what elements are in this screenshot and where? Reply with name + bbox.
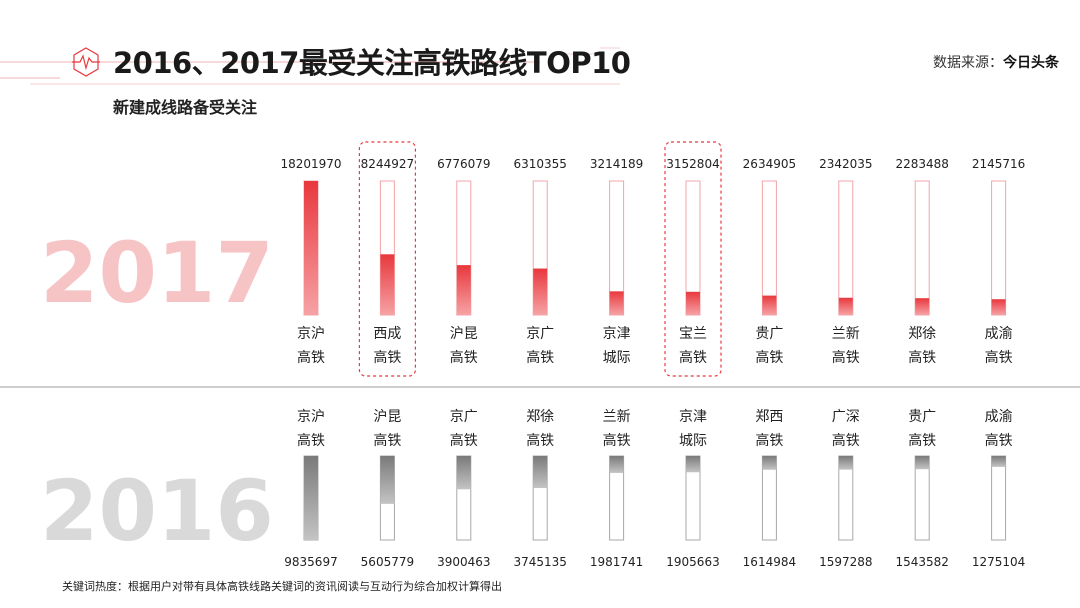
- category-label-2016: 京津: [679, 409, 707, 425]
- bar-2016: [609, 456, 624, 473]
- category-label-2016: 高铁: [832, 432, 860, 449]
- value-label-2016: 1275104: [972, 555, 1025, 569]
- bar-2017: [915, 298, 930, 315]
- category-label-2017: 京沪: [297, 326, 325, 342]
- value-label-2017: 2342035: [819, 157, 872, 171]
- year-label-2016: 2016: [40, 462, 274, 560]
- category-label-2016: 高铁: [373, 432, 401, 449]
- highlight-box: [664, 141, 722, 377]
- bar-2016: [380, 456, 395, 504]
- category-label-2017: 成渝: [985, 326, 1013, 342]
- category-label-2017: 高铁: [755, 349, 783, 366]
- bar-track-2016: [991, 455, 1007, 541]
- bar-2016: [456, 456, 471, 490]
- category-label-2017: 城际: [603, 350, 631, 366]
- bar-track-2017: [838, 180, 854, 316]
- category-label-2016: 高铁: [908, 432, 936, 449]
- category-label-2017: 西成: [373, 326, 401, 342]
- category-label-2017: 京津: [603, 326, 631, 342]
- value-label-2016: 9835697: [284, 555, 337, 569]
- value-label-2017: 18201970: [280, 157, 341, 171]
- category-label-2017: 高铁: [450, 349, 478, 366]
- category-label-2016: 高铁: [603, 432, 631, 449]
- value-label-2016: 1597288: [819, 555, 872, 569]
- category-label-2017: 宝兰: [679, 326, 707, 342]
- category-label-2016: 兰新: [603, 409, 631, 425]
- value-label-2017: 6310355: [513, 157, 566, 171]
- value-label-2016: 3745135: [513, 555, 566, 569]
- category-label-2016: 高铁: [526, 432, 554, 449]
- value-label-2016: 1905663: [666, 555, 719, 569]
- value-label-2016: 1543582: [895, 555, 948, 569]
- bar-2017: [762, 295, 777, 315]
- bar-track-2017: [761, 180, 777, 316]
- bar-2017: [686, 291, 700, 315]
- bar-2017: [380, 254, 395, 315]
- header-decoration: [0, 47, 620, 85]
- data-source-label: 数据来源：: [933, 55, 1003, 71]
- bar-track-2017: [914, 180, 930, 316]
- bar-2017: [838, 297, 853, 315]
- value-label-2017: 3214189: [590, 157, 643, 171]
- bar-2017: [304, 181, 318, 315]
- footnote: 关键词热度：根据用户对带有具体高铁线路关键词的资讯阅读与互动行为综合加权计算得出: [62, 580, 502, 593]
- page-subtitle: 新建成线路备受关注: [113, 98, 258, 117]
- page-title: 2016、2017最受关注高铁路线TOP10: [113, 46, 631, 80]
- value-label-2017: 8244927: [361, 157, 414, 171]
- category-label-2016: 高铁: [450, 432, 478, 449]
- bar-2016: [991, 456, 1006, 467]
- bar-2016: [304, 456, 318, 540]
- bar-2016: [686, 456, 700, 473]
- value-label-2017: 2145716: [972, 157, 1025, 171]
- category-label-2016: 成渝: [985, 409, 1013, 425]
- value-label-2017: 2283488: [895, 157, 948, 171]
- category-label-2017: 高铁: [297, 349, 325, 366]
- category-label-2017: 兰新: [832, 326, 860, 342]
- category-label-2016: 高铁: [755, 432, 783, 449]
- value-label-2016: 3900463: [437, 555, 490, 569]
- bar-2017: [609, 291, 624, 315]
- category-label-2016: 郑西: [755, 409, 783, 425]
- category-label-2017: 沪昆: [450, 326, 478, 342]
- category-label-2016: 京沪: [297, 409, 325, 425]
- bar-2016: [838, 456, 853, 470]
- category-label-2017: 高铁: [373, 349, 401, 366]
- category-label-2016: 京广: [450, 409, 478, 425]
- category-label-2016: 贵广: [908, 409, 936, 425]
- value-label-2016: 5605779: [361, 555, 414, 569]
- bar-2016: [533, 456, 548, 488]
- category-label-2017: 郑徐: [908, 326, 936, 342]
- data-source-name: 今日头条: [1003, 55, 1059, 71]
- category-label-2017: 京广: [526, 326, 554, 342]
- bar-2016: [762, 456, 777, 470]
- category-label-2017: 高铁: [526, 349, 554, 366]
- category-label-2016: 广深: [832, 409, 860, 425]
- category-label-2017: 贵广: [755, 326, 783, 342]
- value-label-2016: 1614984: [743, 555, 796, 569]
- value-label-2016: 1981741: [590, 555, 643, 569]
- bar-2016: [915, 456, 930, 470]
- bar-2017: [533, 268, 548, 315]
- category-label-2016: 沪昆: [373, 409, 401, 425]
- year-label-2017: 2017: [40, 224, 274, 322]
- highlight-box: [358, 141, 416, 377]
- category-label-2016: 高铁: [985, 432, 1013, 449]
- bar-track-2017: [991, 180, 1007, 316]
- category-label-2017: 高铁: [832, 349, 860, 366]
- bar-2017: [456, 265, 471, 315]
- value-label-2017: 2634905: [743, 157, 796, 171]
- category-label-2017: 高铁: [679, 349, 707, 366]
- category-label-2016: 城际: [679, 433, 707, 449]
- data-source: 数据来源：今日头条: [933, 52, 1059, 72]
- category-label-2016: 郑徐: [526, 409, 554, 425]
- category-label-2016: 高铁: [297, 432, 325, 449]
- category-label-2017: 高铁: [985, 349, 1013, 366]
- value-label-2017: 6776079: [437, 157, 490, 171]
- bar-2017: [991, 299, 1006, 315]
- value-label-2017: 3152804: [666, 157, 719, 171]
- category-label-2017: 高铁: [908, 349, 936, 366]
